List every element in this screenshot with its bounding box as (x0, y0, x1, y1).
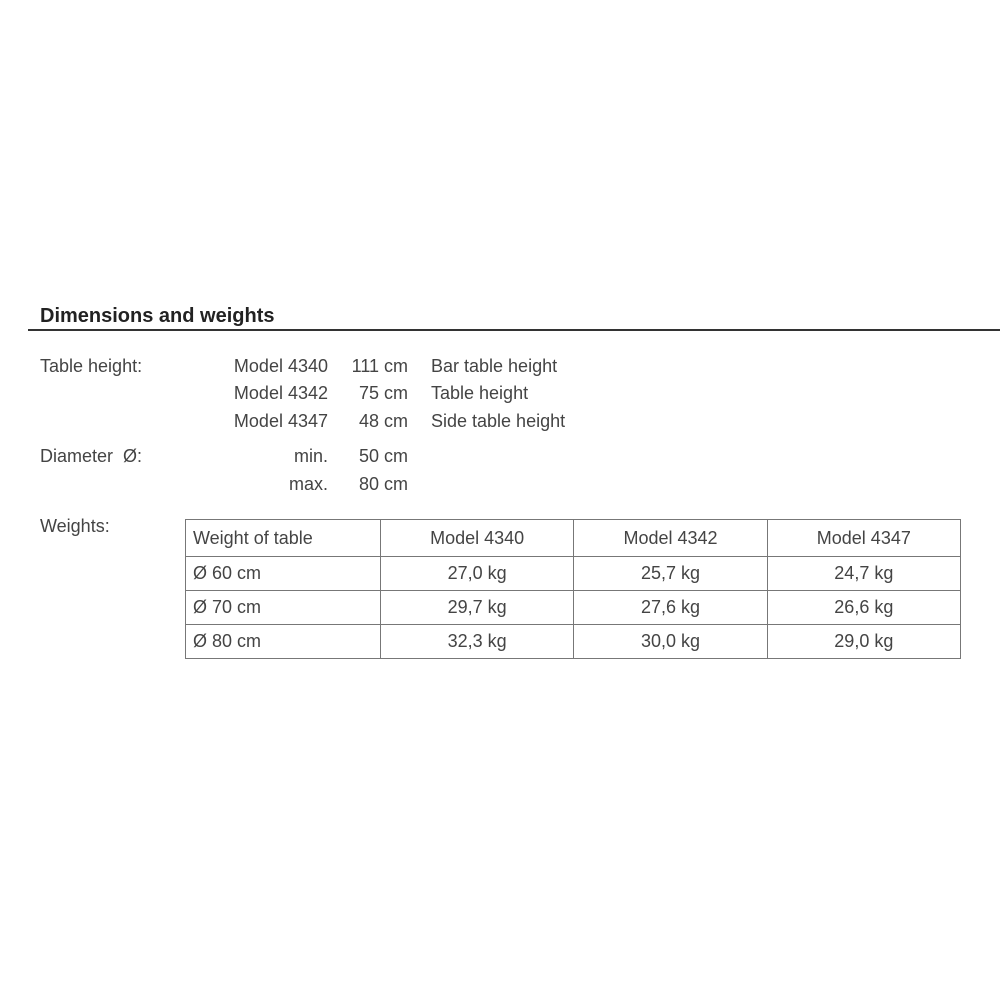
height-value: 48 cm (358, 411, 408, 431)
diameter-value: 50 cm (358, 446, 408, 466)
diameter-key: min. (293, 446, 328, 466)
weight-cell: 27,6 kg (573, 590, 768, 625)
weight-cell: 29,0 kg (766, 624, 962, 659)
weight-cell: 27,0 kg (379, 556, 575, 591)
header-cell: Model 4342 (573, 519, 768, 557)
height-description: Bar table height (431, 356, 558, 376)
weight-cell: 29,7 kg (379, 590, 575, 625)
header-cell: Weight of table (185, 519, 381, 557)
height-value: 111 cm (351, 356, 408, 376)
height-description: Side table height (431, 411, 566, 431)
weights-label: Weights: (40, 516, 110, 536)
weights-table: Weight of table Model 4340 Model 4342 Mo… (185, 519, 962, 659)
height-value: 75 cm (358, 383, 408, 403)
height-description: Table height (431, 383, 529, 403)
diameter-cell: Ø 80 cm (185, 624, 381, 659)
diameter-label: Diameter Ø: (40, 446, 143, 466)
weight-cell: 32,3 kg (379, 624, 575, 659)
weight-cell: 25,7 kg (573, 556, 768, 591)
weight-cell: 30,0 kg (573, 624, 768, 659)
diameter-cell: Ø 60 cm (185, 556, 381, 591)
table-header-row: Weight of table Model 4340 Model 4342 Mo… (185, 519, 962, 557)
diameter-cell: Ø 70 cm (185, 590, 381, 625)
table-height-label: Table height: (40, 356, 143, 376)
table-row: Ø 80 cm 32,3 kg 30,0 kg 29,0 kg (185, 624, 962, 659)
weight-cell: 24,7 kg (766, 556, 962, 591)
diameter-key: max. (288, 474, 328, 494)
model-name: Model 4342 (233, 383, 328, 403)
model-name: Model 4347 (233, 411, 328, 431)
table-row: Ø 70 cm 29,7 kg 27,6 kg 26,6 kg (185, 590, 962, 625)
weight-cell: 26,6 kg (766, 590, 962, 625)
title-divider (28, 329, 1000, 331)
model-name: Model 4340 (233, 356, 328, 376)
header-cell: Model 4347 (766, 519, 962, 557)
header-cell: Model 4340 (379, 519, 575, 557)
section-title: Dimensions and weights (40, 305, 275, 327)
table-row: Ø 60 cm 27,0 kg 25,7 kg 24,7 kg (185, 556, 962, 591)
diameter-value: 80 cm (358, 474, 408, 494)
